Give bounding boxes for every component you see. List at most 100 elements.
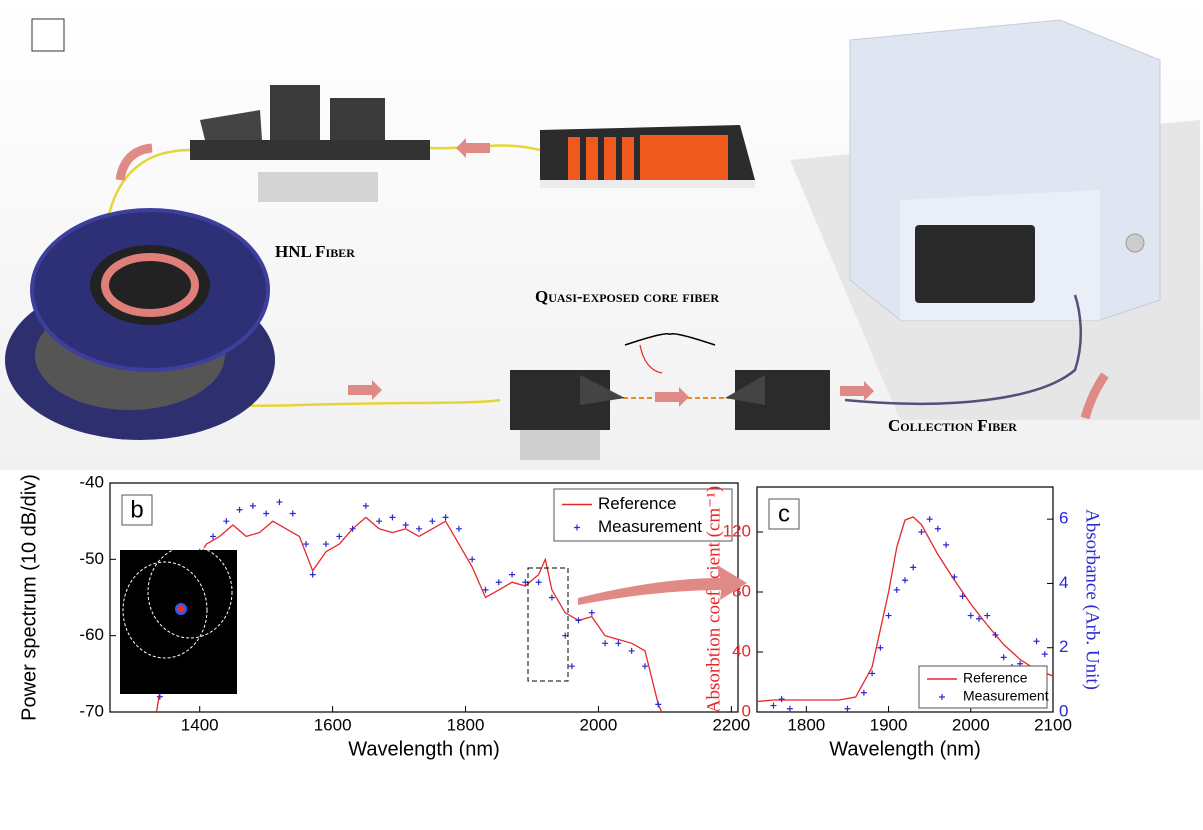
data-point [482, 586, 489, 593]
y-axis-label: Power spectrum (10 dB/div) [18, 474, 40, 721]
y2-tick-label: 2 [1059, 637, 1068, 656]
data-point [349, 525, 356, 532]
legend-label: Measurement [963, 688, 1049, 704]
data-point [156, 693, 163, 700]
y-tick-label: -60 [79, 625, 104, 644]
data-point [786, 705, 793, 712]
panel-a-box [31, 18, 65, 52]
x-tick-label: 2100 [1034, 715, 1072, 734]
stage-part [270, 85, 320, 140]
zoom-box [527, 567, 569, 682]
screen [915, 225, 1035, 303]
data-point [1041, 651, 1048, 658]
data-point [641, 663, 648, 670]
data-point [934, 525, 941, 532]
legend-label: Measurement [598, 517, 702, 536]
legend-label: Reference [963, 670, 1028, 686]
arrow [348, 380, 382, 400]
arrow [456, 138, 490, 158]
data-point [984, 612, 991, 619]
data-point [967, 612, 974, 619]
y-tick-label: 0 [742, 701, 751, 720]
data-point [389, 514, 396, 521]
data-point [249, 502, 256, 509]
data-point [535, 579, 542, 586]
data-point [362, 502, 369, 509]
legend-label: Reference [598, 494, 676, 513]
data-point [926, 516, 933, 523]
rotation-arrow [101, 253, 199, 317]
data-point [303, 541, 310, 548]
y2-tick-label: 4 [1059, 573, 1068, 592]
data-point [236, 506, 243, 513]
data-point [263, 510, 270, 517]
y2-axis-label: Absorbance (Arb. Unit) [1082, 509, 1103, 690]
brace [624, 333, 716, 346]
data-point [548, 594, 555, 601]
stage-part [330, 98, 385, 140]
x-tick-label: 1600 [314, 715, 352, 734]
data-point [588, 609, 595, 616]
laser-stripe [568, 137, 580, 181]
data-point [223, 518, 230, 525]
data-point [902, 577, 908, 584]
y-axis-label: Absorbtion coefficient (cm⁻¹) [703, 486, 724, 713]
collection-fiber [844, 294, 1083, 405]
data-point [575, 617, 582, 624]
data-point [1033, 638, 1040, 645]
data-point [602, 640, 609, 647]
laser-base [540, 180, 755, 188]
evanescent-field [639, 344, 663, 374]
data-point [943, 541, 950, 548]
data-point [885, 612, 892, 619]
x-tick-label: 1900 [870, 715, 908, 734]
legend-box [553, 488, 733, 542]
panel-label-box [121, 494, 153, 526]
laser-stripe [604, 137, 616, 181]
legend-swatch [574, 524, 580, 531]
data-point [455, 525, 462, 532]
data-point [910, 564, 917, 571]
shadow [520, 430, 600, 460]
data-point [336, 533, 343, 540]
data-point [869, 670, 876, 677]
mount-tip [580, 375, 625, 405]
panel-label-box [768, 498, 800, 530]
data-point [1000, 654, 1007, 661]
laser-stripe [622, 137, 634, 181]
y-tick-label: -40 [79, 472, 104, 491]
data-point [615, 640, 622, 647]
arrow [840, 381, 874, 401]
y2-tick-label: 0 [1059, 701, 1068, 720]
y-tick-label: -50 [79, 549, 104, 568]
data-line [757, 516, 1053, 703]
legend-box [918, 665, 1048, 709]
stage [190, 140, 430, 160]
data-point [860, 689, 867, 696]
arrow [655, 387, 689, 407]
data-line [155, 516, 663, 712]
data-point [778, 696, 785, 703]
y-tick-label: 120 [723, 521, 751, 540]
legend-swatch [939, 694, 945, 700]
label: Collection Fiber [888, 416, 1017, 435]
zoom-arrow [578, 565, 747, 605]
x-axis-label: Wavelength (nm) [829, 738, 981, 760]
data-point [416, 525, 423, 532]
x-axis-label: Wavelength (nm) [348, 738, 500, 760]
laser-stripe [586, 137, 598, 181]
data-point [322, 541, 329, 548]
data-point [522, 579, 529, 586]
stage-part [200, 110, 262, 140]
x-tick-label: 1400 [181, 715, 219, 734]
data-point [562, 632, 569, 639]
inset-contour [147, 545, 233, 639]
x-tick-label: 2000 [952, 715, 990, 734]
x-tick-label: 1800 [787, 715, 825, 734]
label: HNL Fiber [275, 242, 355, 261]
data-point [402, 521, 409, 528]
data-point [628, 647, 635, 654]
data-point [509, 571, 516, 578]
arrow [1080, 372, 1109, 420]
